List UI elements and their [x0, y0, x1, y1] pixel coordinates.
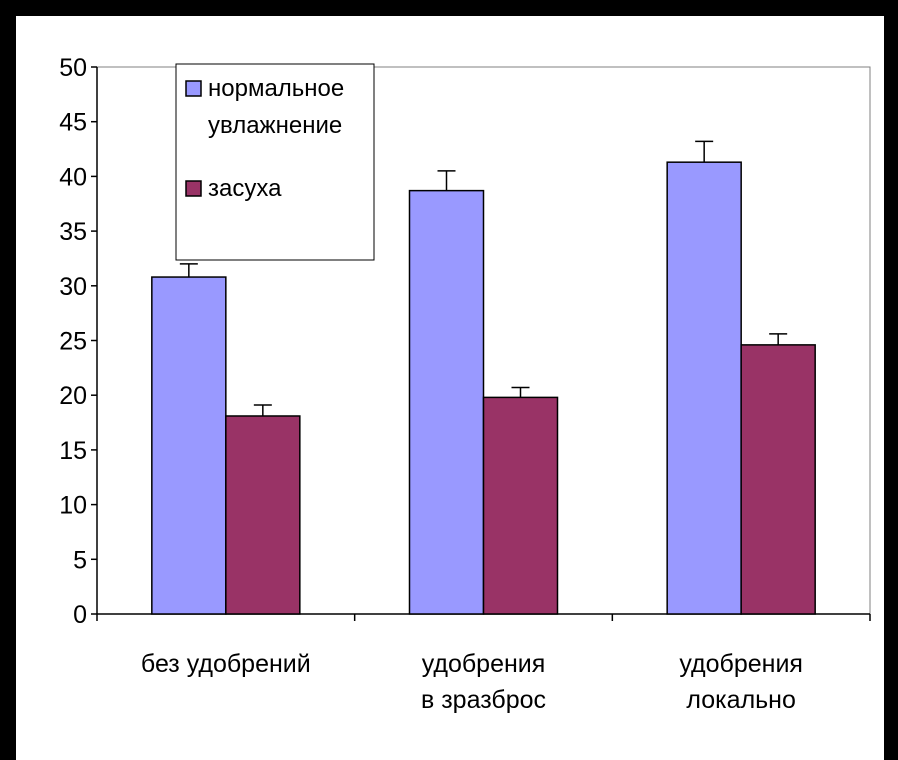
- y-tick-label: 15: [59, 437, 87, 465]
- bar: [740, 344, 816, 615]
- y-tick-label: 0: [73, 601, 87, 629]
- y-tick-label: 10: [59, 492, 87, 520]
- bar: [482, 396, 559, 615]
- y-tick-label: 40: [59, 163, 87, 191]
- legend-label: увлажнение: [208, 112, 342, 139]
- y-tick-label: 35: [59, 218, 87, 246]
- x-category-label: удобрения: [422, 650, 546, 678]
- legend-swatch: [185, 80, 202, 97]
- x-category-label: удобрения: [679, 650, 803, 678]
- bar: [666, 161, 742, 615]
- y-tick-label: 30: [59, 273, 87, 301]
- legend-label: засуха: [208, 175, 282, 202]
- x-category-label: в зразброс: [421, 686, 546, 714]
- x-category-label: локально: [686, 686, 796, 714]
- y-tick-label: 45: [59, 109, 87, 137]
- y-tick-label: 5: [73, 546, 87, 574]
- y-tick-label: 50: [59, 54, 87, 82]
- legend-swatch: [185, 180, 202, 197]
- bar: [408, 189, 485, 615]
- legend-box: [175, 63, 375, 261]
- y-tick-label: 20: [59, 382, 87, 410]
- legend-label: нормальное: [208, 75, 344, 102]
- bar: [225, 415, 301, 615]
- y-tick-label: 25: [59, 328, 87, 356]
- bar: [151, 276, 227, 615]
- x-category-label: без удобрений: [141, 650, 311, 678]
